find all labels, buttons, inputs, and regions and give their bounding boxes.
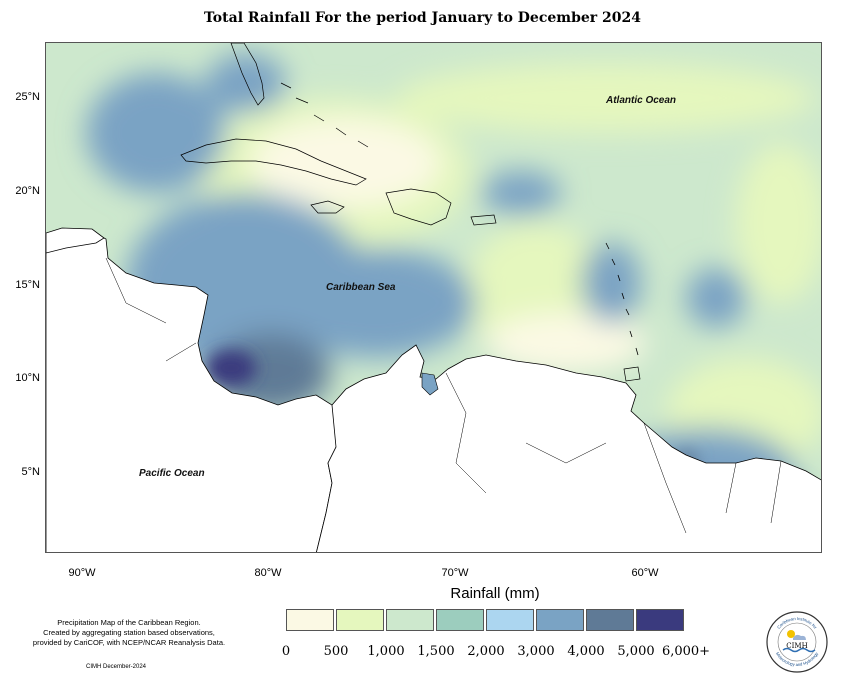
legend-tick-0: 0: [281, 644, 291, 659]
legend-color-bar: [286, 609, 686, 633]
lat-label-25n: 25°N: [15, 91, 40, 103]
dry-zone-atlantic: [396, 63, 816, 133]
lon-label-80w: 80°W: [254, 567, 282, 579]
lon-label-70w: 70°W: [441, 567, 469, 579]
logo-name: CIMH: [786, 642, 807, 650]
legend-swatch-4: [486, 609, 534, 631]
legend-tick-8: 6,000+: [661, 644, 711, 659]
coast-hispaniola: [385, 188, 452, 226]
lon-label-90w: 90°W: [68, 567, 96, 579]
rainfall-map-graphic: [46, 43, 821, 552]
credit-line-2: Created by aggregating station based obs…: [43, 628, 215, 637]
wettest-zone-panama: [206, 350, 256, 386]
lat-label-10n: 10°N: [15, 372, 40, 384]
rainfall-map[interactable]: Atlantic Ocean Caribbean Sea Pacific Oce…: [45, 42, 822, 553]
legend-swatch-7: [636, 609, 684, 631]
dry-zone-greater-antilles-core: [251, 118, 441, 208]
coast-cuba: [180, 138, 367, 186]
legend-swatch-1: [336, 609, 384, 631]
wet-zone-hispaniola-east: [481, 171, 561, 215]
wet-zone-lesser-antilles: [581, 243, 641, 323]
credit-text: Precipitation Map of the Caribbean Regio…: [4, 618, 254, 648]
legend-title: Rainfall (mm): [450, 585, 540, 602]
credit-line-1: Precipitation Map of the Caribbean Regio…: [57, 618, 201, 627]
sun-icon: [787, 630, 795, 638]
coast-trinidad: [623, 366, 641, 382]
coast-lesser-antilles: [605, 242, 639, 356]
legend-tick-4: 2,000: [467, 644, 505, 659]
lat-label-20n: 20°N: [15, 185, 40, 197]
credit-date: CIMH December-2024: [86, 664, 147, 670]
dry-zone-venezuela-coast: [486, 313, 646, 373]
land-yucatan: [46, 227, 105, 254]
legend-tick-7: 5,000: [617, 644, 655, 659]
legend-tick-1: 500: [323, 644, 349, 659]
wet-zone-florida: [206, 53, 286, 113]
legend-swatch-3: [436, 609, 484, 631]
lon-label-60w: 60°W: [631, 567, 659, 579]
coast-bahamas: [280, 82, 369, 148]
ocean-label-atlantic: Atlantic Ocean: [606, 95, 677, 106]
map-title: Total Rainfall For the period January to…: [204, 10, 641, 26]
cloud-icon: [793, 634, 806, 640]
cimh-logo: CIMH Caribbean Institute for Meteorology…: [765, 610, 829, 674]
legend-tick-3: 1,500: [417, 644, 455, 659]
ocean-label-caribbean: Caribbean Sea: [326, 282, 396, 293]
wet-zone-central-caribbean: [276, 248, 476, 358]
land-lake-maracaibo: [421, 372, 439, 396]
coast-puerto-rico: [470, 214, 497, 226]
coast-florida: [230, 43, 265, 106]
lat-label-15n: 15°N: [15, 279, 40, 291]
country-borders: [105, 257, 782, 534]
wet-zone-atlantic-cell: [686, 268, 746, 328]
legend-swatch-0: [286, 609, 334, 631]
ocean-label-pacific: Pacific Ocean: [139, 468, 205, 479]
land-south-america: [316, 344, 821, 552]
legend-tick-2: 1,000: [367, 644, 405, 659]
lat-label-5n: 5°N: [21, 466, 40, 478]
legend-tick-5: 3,000: [517, 644, 555, 659]
dry-zone-atlantic-east: [736, 143, 821, 303]
legend-swatch-6: [586, 609, 634, 631]
wet-zone-bahamas: [86, 73, 226, 193]
legend-tick-6: 4,000: [567, 644, 605, 659]
legend-swatch-5: [536, 609, 584, 631]
legend-swatch-2: [386, 609, 434, 631]
credit-line-3: provided by CariCOF, with NCEP/NCAR Rean…: [32, 638, 226, 647]
coast-jamaica: [310, 200, 345, 214]
wave-icon: [782, 647, 816, 653]
